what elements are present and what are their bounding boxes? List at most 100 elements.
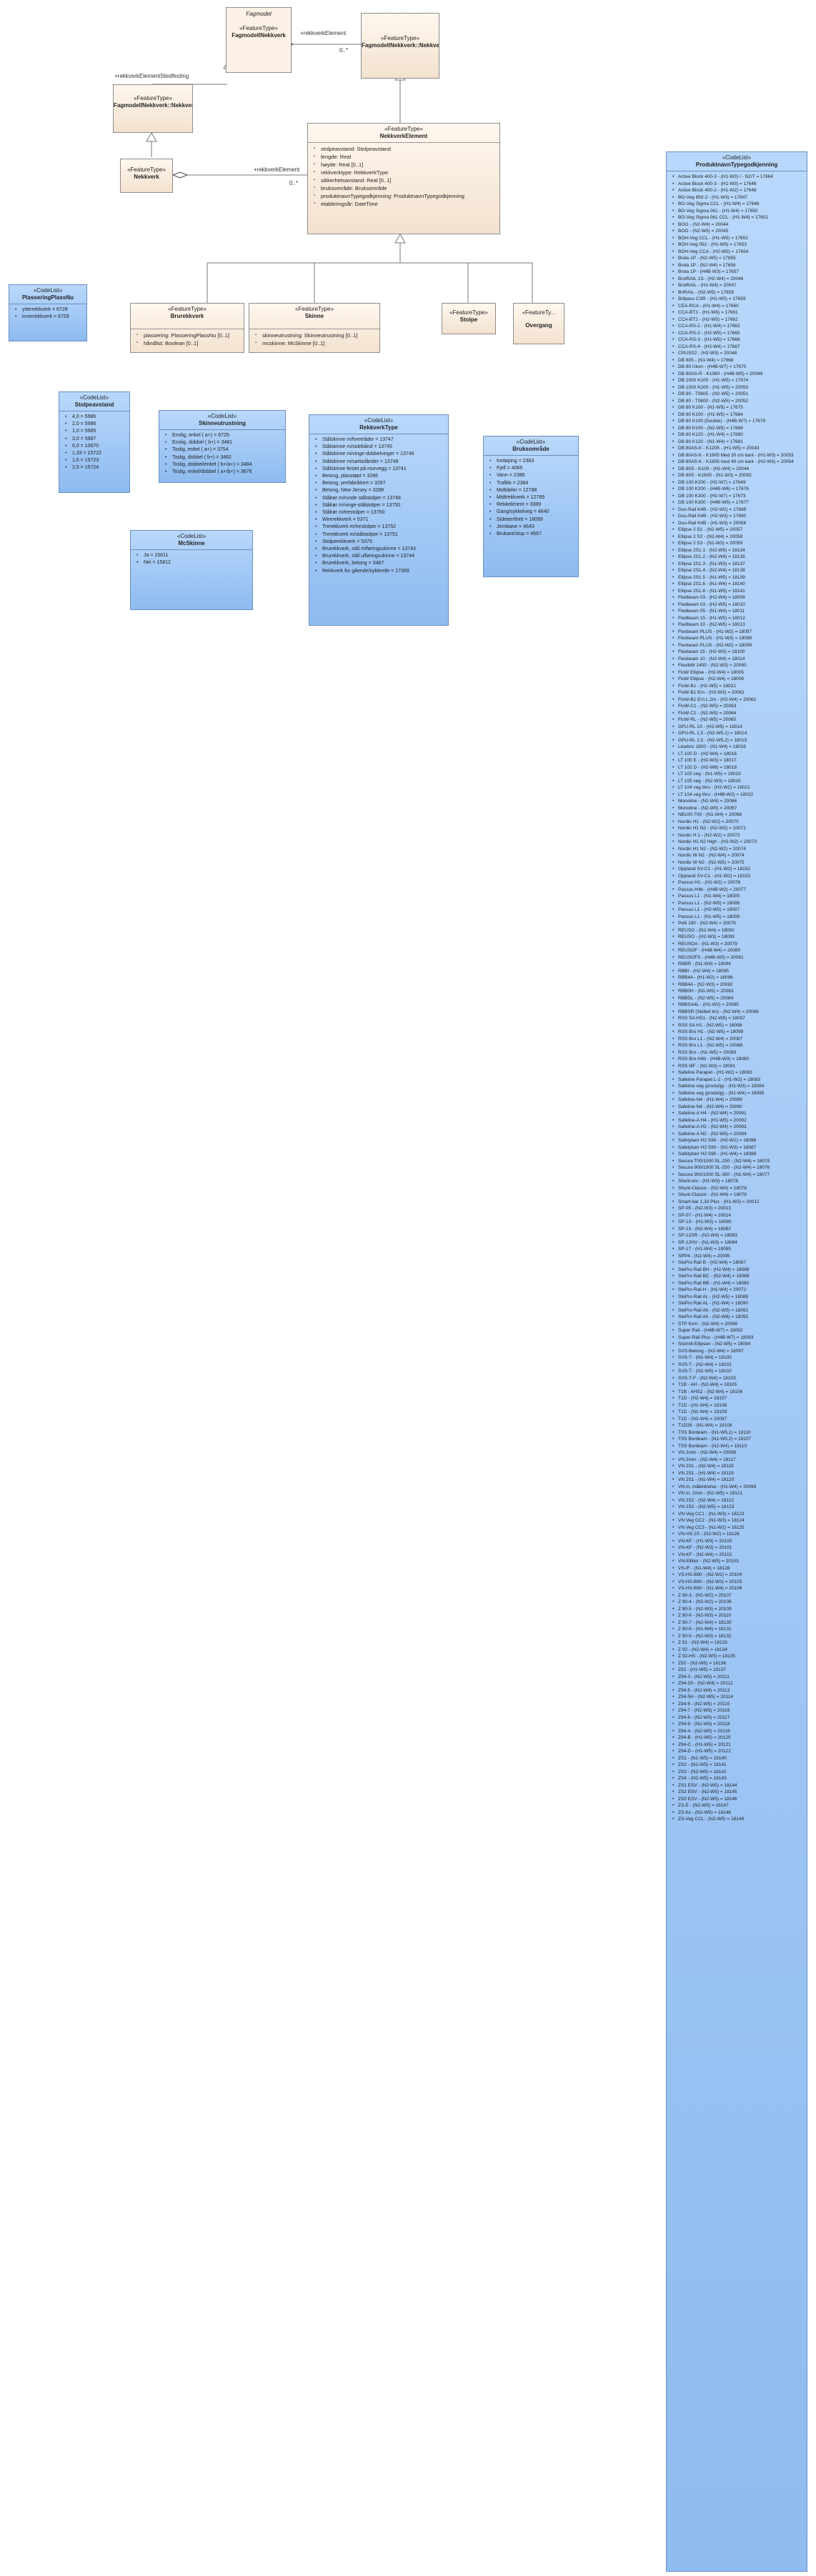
code-value: Brola 1P - (N2-W5) = 17655 (672, 255, 804, 262)
code-value: Nei = 15812 (136, 559, 249, 566)
class-fagmodell-stedfesting[interactable]: «FeatureType» FagmodellNekkverk::Nekkver… (113, 84, 193, 133)
code-value: BO-Veg Sigma 061 CCL - (H1-W4) = 17651 (672, 214, 804, 221)
attribute: etableringsår: DateTime (314, 200, 497, 208)
codelist-values: Ja = 15811 Nei = 15812 (131, 549, 252, 569)
code-value: Linebric 1800 - (N1-W4) = 18016 (672, 744, 804, 751)
class-fagmodell-element[interactable]: «FeatureType» FagmodellNekkverk::Nekkver… (361, 13, 439, 79)
code-value: StePro Rail Ah - (N2-W6) = 18092 (672, 1314, 804, 1321)
class-stereotype: «FeatureType» (384, 126, 423, 132)
code-value: Brola 1P - (N2-W4) = 17656 (672, 262, 804, 269)
class-name: Skinne (304, 313, 324, 319)
code-value: Brurekkverk, stål m/føringsskinne = 1374… (315, 546, 445, 553)
code-value: Vann = 2386 (489, 472, 575, 479)
code-value: Trafikk = 2384 (489, 480, 575, 487)
code-value: Nordic W N2 - (N2-W4) = 20074 (672, 852, 804, 859)
code-value: SP-05 - (N2-W3) = 20013 (672, 1205, 804, 1212)
codelist-bruksomrade[interactable]: «CodeList» Bruksområde Innløping = 2383F… (483, 436, 579, 577)
code-value: Stålskinne festet på murvegg = 13741 (315, 466, 445, 473)
code-value: T1D - (H1-W4) = 18108 (672, 1402, 804, 1409)
class-nekkverkelement[interactable]: «FeatureType» NekkverkElement stolpeavst… (307, 123, 500, 234)
code-value: FloW Ellipse - (N2-W4) = 18006 (672, 676, 804, 683)
code-value: LT 104 veg thru - (H2-W2) = 18021 (672, 784, 804, 792)
code-value: Ellipse 2S1.3 - (N1-W3) = 18137 (672, 561, 804, 568)
codelist-stolpeavstand[interactable]: «CodeList» Stolpeavstand 4,0 = 5986 2,0 … (59, 391, 130, 493)
code-value: Trerekkverk m/trestolper = 13752 (315, 524, 445, 531)
code-value: DB 80S - K100 - (N1-W4) = 20044 (672, 466, 804, 473)
code-value: Brurekkverk, stål u/føringsskinne = 1374… (315, 553, 445, 560)
generalization-arrow-subtypes (394, 234, 406, 244)
attribute-list: plassering: PlasseringPlassNu [0..1] hån… (131, 329, 244, 349)
code-value: VS-HS-B90 - (N2-W3) = 20105 (672, 1579, 804, 1586)
code-value: Shunt-Classic - (N1-W4) = 18079 (672, 1192, 804, 1199)
code-value: VN 2mm - (N2-W4) = 20098 (672, 1449, 804, 1457)
codelist-name: PlasseringPlassNu (21, 294, 74, 301)
code-value: Secura T00/1000 SL-250 - (N2-W4) = 18079 (672, 1158, 804, 1165)
code-value: Super-Rail Plus - (H4B-W7) = 18093 (672, 1334, 804, 1342)
class-stolpe[interactable]: «FeatureType» Stolpe (442, 303, 496, 334)
code-value: VN-KF - (H1-W3) = 20100 (672, 1538, 804, 1545)
code-value: Z92 - (H1-W5) = 18137 (672, 1667, 804, 1674)
code-value: Toslig, enkel/dobbel ( a+/b+) = 3676 (165, 469, 282, 476)
attribute: skinneutrustning: Skinneutrustning [0..1… (255, 331, 377, 339)
code-value: Z94-7 - (N2-W5) = 20116 (672, 1707, 804, 1714)
code-value: Flexbeam PLUS - (N2-W2) = 18099 (672, 642, 804, 649)
class-stereotype: «FeatureType» (134, 95, 172, 101)
code-value: Toslig, dobbel/enkel ( b+/a+) = 3484 (165, 461, 282, 469)
code-value: FloW-B1 - (H2-W5) = 18021 (672, 683, 804, 690)
code-value: Z94-3 - (N2-W5) = 20111 (672, 1674, 804, 1681)
code-value: 3,0 = 5987 (65, 436, 126, 443)
code-value: DB 1000 K100 - (H1-W5) = 17674 (672, 377, 804, 384)
code-value: Passus H1 - (H1-W2) = 20076 (672, 879, 804, 887)
code-value: Passus L1 - (H2-W5) = 18007 (672, 907, 804, 914)
code-value: T1D - (N2-W4) = 20097 (672, 1416, 804, 1423)
codelist-skinneutrustning[interactable]: «CodeList» Skinneutrustning Enslig, enke… (159, 410, 286, 483)
code-value: RBBSA4L - (H1-W2) = 20085 (672, 1002, 804, 1009)
code-value: Z 90-9 - (N2-W3) = 18132 (672, 1633, 804, 1640)
code-value: FloW-C1 - (N1-W5) = 20064 (672, 710, 804, 717)
code-value: Ellipse 2S1.1 - (N2-W5) = 18134 (672, 547, 804, 554)
code-value: VN 2S1 - (H1-W4) = 18119 (672, 1470, 804, 1477)
code-value: DB 80 K120 - (H1-W4) = 17680 (672, 431, 804, 439)
class-brurekkverk[interactable]: «FeatureType» Brurekkverk plassering: Pl… (130, 303, 244, 353)
code-value: Stålrør m/runde stålstolper = 13748 (315, 495, 445, 502)
code-value: Z 90-7 - (N2-W4) = 18130 (672, 1619, 804, 1627)
code-value: ZS-Veg CCL - (N2-W5) = 18149 (672, 1816, 804, 1823)
code-value: 2,0 = 5986 (65, 421, 126, 428)
code-value: Z 92 - (N2-W4) = 18134 (672, 1647, 804, 1654)
codelist-produktnavn[interactable]: «CodeList» ProduktnavnTypegodkjenning Ac… (666, 151, 807, 2572)
code-value: Z92 - (N2-W5) = 18136 (672, 1660, 804, 1667)
code-value: Duo-Rail K4B - (H2-W3) = 17690 (672, 513, 804, 520)
code-value: VN 2mm - (N2-W4) = 18117 (672, 1457, 804, 1464)
code-value: Passus L1 - (N2-W5) = 18006 (672, 900, 804, 907)
code-value: DB 80AS-K - K1805 Med 30 cm kant - (H1-W… (672, 452, 804, 459)
code-value: Fledbeam 05 - (N1-W4) = 18011 (672, 608, 804, 615)
codelist-plasseringplassnu[interactable]: «CodeList» PlasseringPlassNu ytterrekkve… (9, 284, 87, 341)
code-value: DB 80 - T0800 - (N2-W5) = 20052 (672, 398, 804, 405)
code-value: Trerekkverk m/stålstolper = 13751 (315, 531, 445, 539)
code-value: FloW-C1 - (N2-W5) = 20063 (672, 703, 804, 710)
code-value: Stålskinne m/vinge-dobbelvinger = 13746 (315, 451, 445, 458)
attribute-list: skinneutrustning: Skinneutrustning [0..1… (249, 329, 379, 349)
code-value: StePro Rail BC - (N2-W4) = 18089 (672, 1273, 804, 1280)
class-skinne[interactable]: «FeatureType» Skinne skinneutrustning: S… (249, 303, 380, 353)
code-value: RSS Bro L1 - (N2-W4) = 20087 (672, 1036, 804, 1043)
code-value: DB 80 K100 (Double) - (H4B-W7) = 17679 (672, 418, 804, 425)
codelist-mcskinne[interactable]: «CodeList» McSkinne Ja = 15811 Nei = 158… (130, 530, 253, 610)
code-value: VN 2S2 - (N2-W5) = 18123 (672, 1504, 804, 1511)
code-value: BO-Veg Sigma 061 - (H1-W4) = 17650 (672, 208, 804, 215)
codelist-rekkverktype[interactable]: «CodeList» RekkverkType Stålskinne m/for… (309, 414, 449, 626)
code-value: Z94-B - (H1-W5) = 20120 (672, 1734, 804, 1742)
class-nekkverk[interactable]: «FeatureType» Nekkverk (120, 159, 173, 193)
class-overgang[interactable]: «FeatureTy... Overgang (513, 303, 564, 344)
code-value: Z94-8 - (N2-W5) = 20117 (672, 1714, 804, 1722)
attribute: produktnavnTypegodkjenning: ProduktnavnT… (314, 192, 497, 200)
code-value: Nordic H1 N2 - (N2-W2) = 20071 (672, 825, 804, 832)
code-value: TSS Bordeam - (N1-W5,2) = 18107 (672, 1436, 804, 1443)
code-value: BO-Veg 850-2 - (H1-W3) = 17647 (672, 194, 804, 201)
package-class-name: FagmodellNekkverk (232, 32, 286, 39)
package-fagmodell[interactable]: Fagmodel «FeatureType» FagmodellNekkverk (226, 7, 292, 73)
code-value: Fledbeam 03 - (H2-W5) = 18010 (672, 601, 804, 609)
code-value: ZS-Kv - (N2-W5) = 18148 (672, 1809, 804, 1817)
code-value: Passus H4b - (H4B-W2) = 20077 (672, 887, 804, 894)
